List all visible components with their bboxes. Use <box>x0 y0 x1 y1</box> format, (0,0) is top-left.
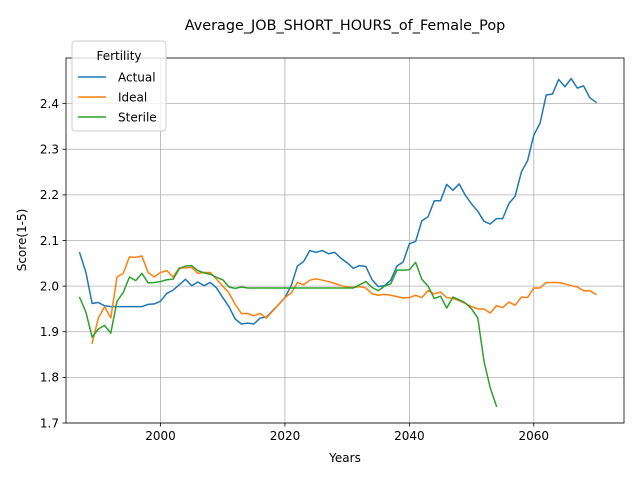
y-tick-label: 2.2 <box>40 188 59 202</box>
tick-layer: 2000 2020 2040 2060 1.7 1.8 1.9 2.0 2.1 2.2 2.3 2.4 <box>40 97 549 443</box>
legend-title: Fertility <box>96 49 141 63</box>
series-line-actual <box>78 77 598 325</box>
legend-label-sterile: Sterile <box>118 110 157 124</box>
y-tick-label: 1.8 <box>40 371 59 385</box>
legend: Fertility Actual Ideal Sterile <box>71 40 167 132</box>
legend-frame <box>71 40 167 132</box>
x-axis-title: Years <box>328 451 361 465</box>
x-tick-label: 2020 <box>270 429 301 443</box>
x-tick-label: 2040 <box>394 429 425 443</box>
y-tick-label: 2.0 <box>40 279 59 293</box>
x-tick-label: 2000 <box>145 429 176 443</box>
y-tick-label: 2.1 <box>40 234 59 248</box>
x-tick-label: 2060 <box>519 429 550 443</box>
series-layer <box>78 77 598 408</box>
y-tick-label: 2.4 <box>40 97 59 111</box>
y-tick-label: 1.9 <box>40 325 59 339</box>
y-axis-title: Score(1-5) <box>15 209 29 272</box>
series-line-ideal <box>91 255 598 345</box>
y-tick-label: 1.7 <box>40 416 59 430</box>
legend-label-ideal: Ideal <box>118 90 147 104</box>
chart-title: Average_JOB_SHORT_HOURS_of_Female_Pop <box>185 18 506 34</box>
legend-label-actual: Actual <box>118 70 156 84</box>
y-tick-label: 2.3 <box>40 143 59 157</box>
series-line-sterile <box>78 261 498 408</box>
